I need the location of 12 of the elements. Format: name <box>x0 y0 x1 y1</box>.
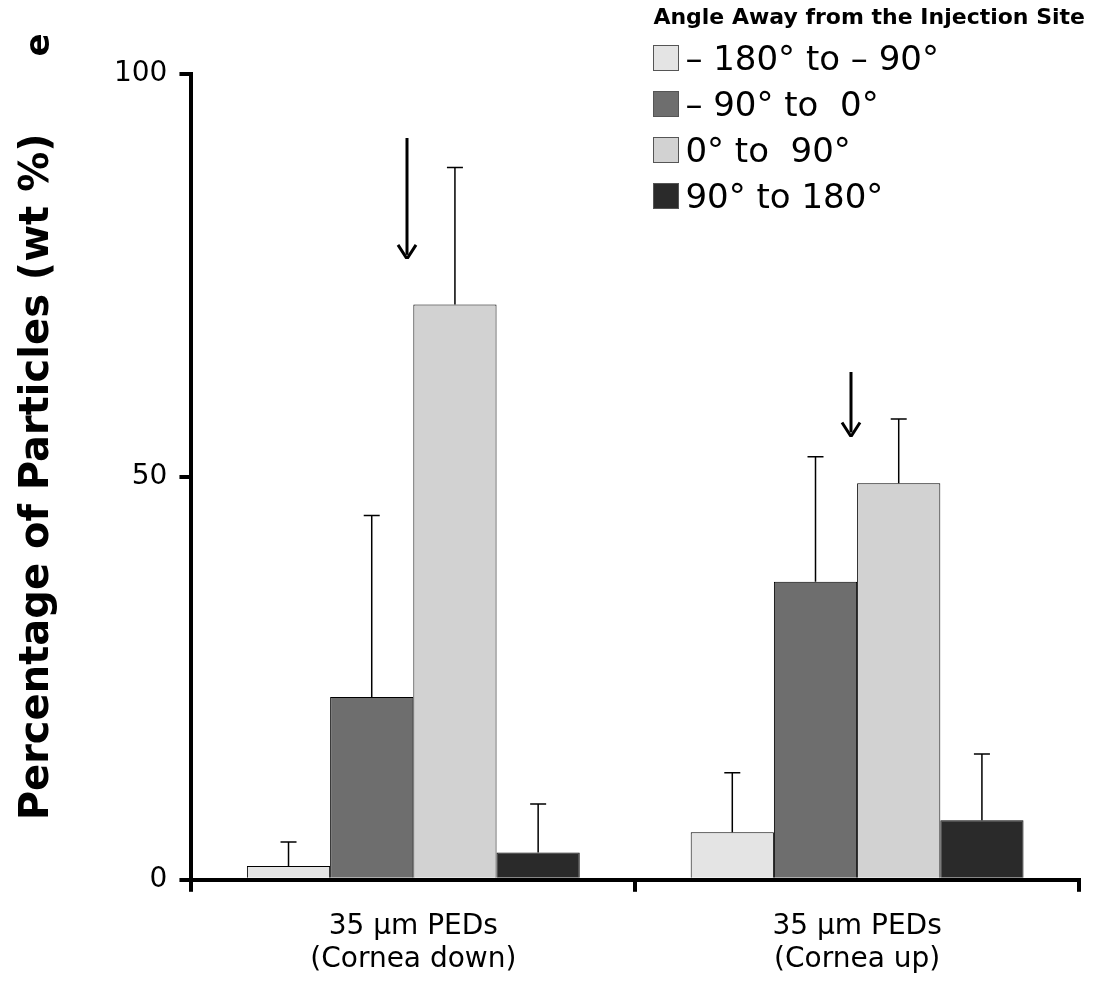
y-tick-label: 50 <box>131 458 168 492</box>
y-axis-title: Percentage of Particles (wt %) <box>11 133 58 821</box>
x-tick-label: 35 µm PEDs (Cornea up) <box>772 907 942 975</box>
chart-title: e <box>16 33 57 57</box>
x-tick-label: 35 µm PEDs (Cornea down) <box>310 907 517 975</box>
legend-label: 0° to 90° <box>685 129 851 172</box>
legend-label: – 180° to – 90° <box>685 37 939 80</box>
legend-label: 90° to 180° <box>685 175 884 218</box>
y-tick-label: 0 <box>149 861 168 895</box>
legend-title: Angle Away from the Injection Site <box>653 4 1085 29</box>
legend-label: – 90° to 0° <box>685 83 879 126</box>
y-tick-label: 100 <box>113 55 168 89</box>
